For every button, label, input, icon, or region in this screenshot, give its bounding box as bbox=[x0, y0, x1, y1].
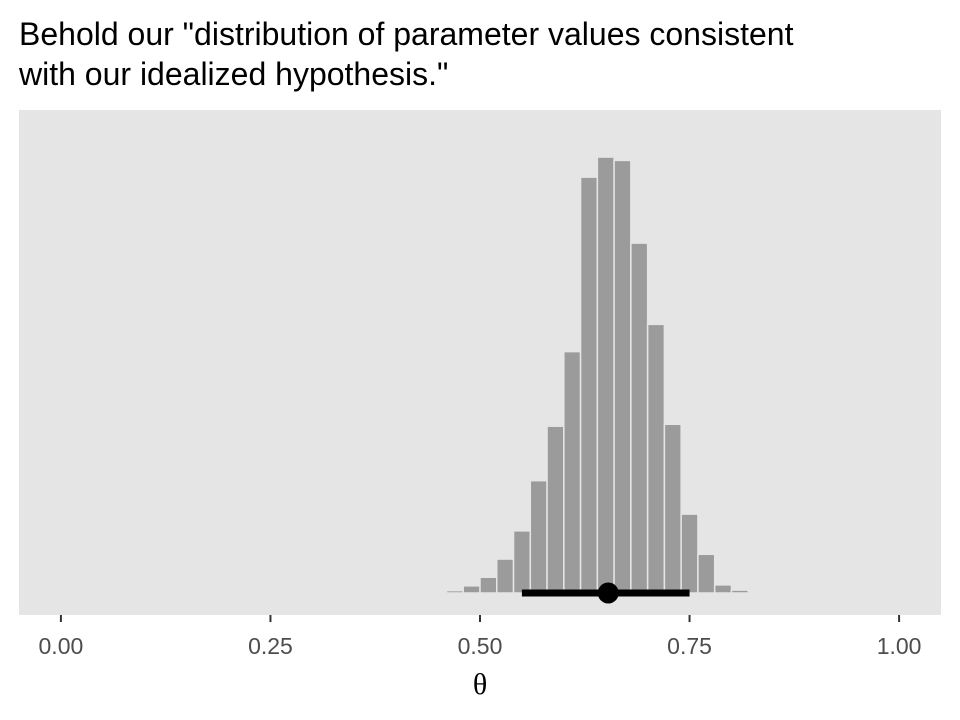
x-tick-label: 0.75 bbox=[667, 633, 712, 659]
histogram-bar bbox=[697, 553, 716, 594]
histogram-bar bbox=[663, 423, 682, 594]
x-tick-label: 0.25 bbox=[248, 633, 293, 659]
histogram-bar bbox=[579, 176, 599, 594]
x-axis: 0.00 0.25 0.50 0.75 1.00 bbox=[39, 615, 922, 659]
x-axis-title: θ bbox=[473, 668, 487, 701]
histogram-bar bbox=[546, 425, 565, 594]
point-interval bbox=[521, 582, 690, 604]
histogram-bar bbox=[445, 589, 464, 594]
histogram-bar bbox=[646, 323, 666, 594]
histogram-bar bbox=[713, 584, 733, 594]
x-tick-label: 1.00 bbox=[877, 633, 922, 659]
histogram-bar bbox=[428, 591, 448, 594]
histogram-bar bbox=[512, 530, 532, 594]
chart-title: Behold our "distribution of parameter va… bbox=[19, 16, 794, 92]
histogram-bar bbox=[462, 585, 481, 594]
histogram-bar bbox=[680, 513, 699, 594]
histogram-bar bbox=[730, 589, 749, 594]
plot-panel-background bbox=[19, 110, 941, 615]
histogram-bar bbox=[529, 479, 548, 594]
histogram-bars bbox=[428, 156, 749, 594]
point-estimate-dot bbox=[597, 582, 619, 604]
histogram-bar bbox=[496, 558, 515, 594]
x-tick-label: 0.50 bbox=[458, 633, 503, 659]
histogram-bar bbox=[563, 350, 582, 594]
histogram-bar bbox=[596, 156, 615, 594]
histogram-bar bbox=[613, 159, 632, 594]
histogram-bar bbox=[479, 576, 498, 594]
x-tick-label: 0.00 bbox=[39, 633, 84, 659]
histogram-bar bbox=[630, 242, 649, 594]
